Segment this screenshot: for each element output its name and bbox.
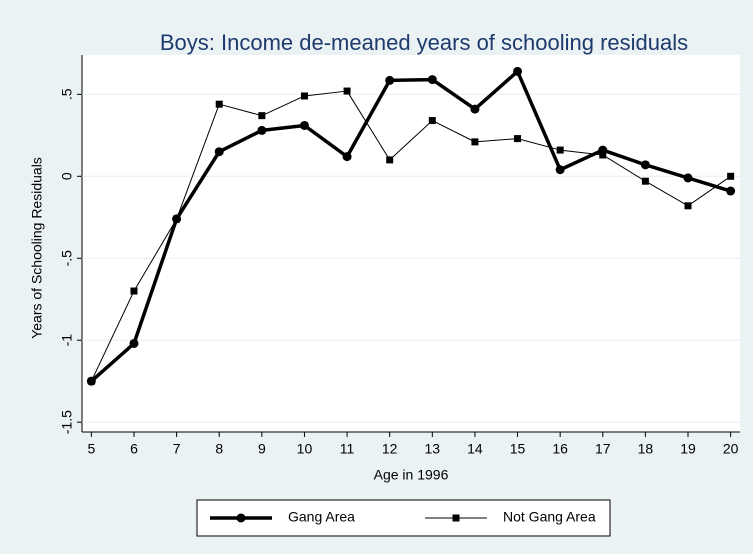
point — [556, 146, 564, 154]
point — [385, 75, 395, 85]
y-axis-label: Years of Schooling Residuals — [29, 157, 45, 339]
series-line — [90, 90, 731, 382]
point — [683, 173, 693, 183]
point — [471, 138, 479, 146]
legend-marker — [452, 514, 460, 522]
x-tick-label: 16 — [552, 441, 568, 457]
point — [257, 125, 267, 135]
x-tick-label: 12 — [382, 441, 398, 457]
y-tick-label: -1.5 — [59, 410, 75, 434]
point — [130, 287, 138, 295]
x-tick-label: 9 — [258, 441, 266, 457]
series-line — [90, 69, 732, 383]
legend-marker — [236, 513, 246, 523]
legend-label: Gang Area — [288, 509, 355, 525]
x-tick-label: 14 — [467, 441, 483, 457]
x-tick-label: 20 — [723, 441, 739, 457]
x-tick-label: 15 — [510, 441, 526, 457]
point — [684, 202, 692, 210]
x-axis-label: Age in 1996 — [374, 467, 449, 483]
point — [641, 177, 649, 185]
point — [173, 215, 181, 223]
point — [215, 100, 223, 108]
point — [599, 151, 607, 159]
x-tick-label: 10 — [297, 441, 313, 457]
x-tick-label: 5 — [87, 441, 95, 457]
point — [258, 112, 266, 120]
point — [214, 147, 224, 157]
y-tick-label: 0 — [59, 172, 75, 180]
point — [427, 75, 437, 85]
x-tick-label: 19 — [680, 441, 696, 457]
y-tick-label: -1 — [59, 334, 75, 347]
point — [428, 117, 436, 125]
y-tick-label: .5 — [59, 88, 75, 100]
x-tick-label: 18 — [638, 441, 654, 457]
chart-title: Boys: Income de-meaned years of schoolin… — [160, 30, 688, 55]
point — [514, 135, 522, 143]
legend-label: Not Gang Area — [503, 509, 596, 525]
x-tick-label: 11 — [340, 441, 355, 457]
point — [470, 104, 480, 114]
x-tick-label: 6 — [130, 441, 138, 457]
x-tick-label: 8 — [215, 441, 223, 457]
point — [727, 172, 735, 180]
point — [640, 160, 650, 170]
point — [343, 87, 351, 95]
point — [386, 156, 394, 164]
point — [129, 338, 139, 348]
point — [513, 66, 523, 76]
y-tick-label: -.5 — [59, 250, 75, 267]
x-tick-label: 13 — [425, 441, 441, 457]
x-tick-label: 17 — [595, 441, 611, 457]
point — [726, 186, 736, 196]
point — [342, 152, 352, 162]
point — [87, 377, 95, 385]
x-tick-label: 7 — [173, 441, 181, 457]
plot-area — [82, 55, 740, 432]
point — [555, 165, 565, 175]
point — [299, 120, 309, 130]
point — [300, 92, 308, 100]
